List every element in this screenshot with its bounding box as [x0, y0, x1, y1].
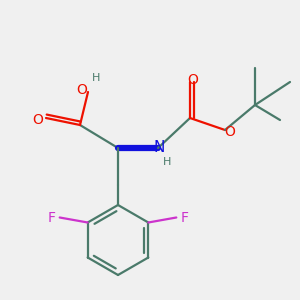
Text: H: H	[92, 73, 100, 83]
Text: N: N	[153, 140, 165, 154]
Text: O: O	[188, 73, 198, 87]
Text: O: O	[76, 83, 87, 97]
Text: O: O	[225, 125, 236, 139]
Text: F: F	[48, 211, 56, 224]
Text: H: H	[163, 157, 171, 167]
Text: O: O	[33, 113, 44, 127]
Text: F: F	[180, 211, 188, 224]
